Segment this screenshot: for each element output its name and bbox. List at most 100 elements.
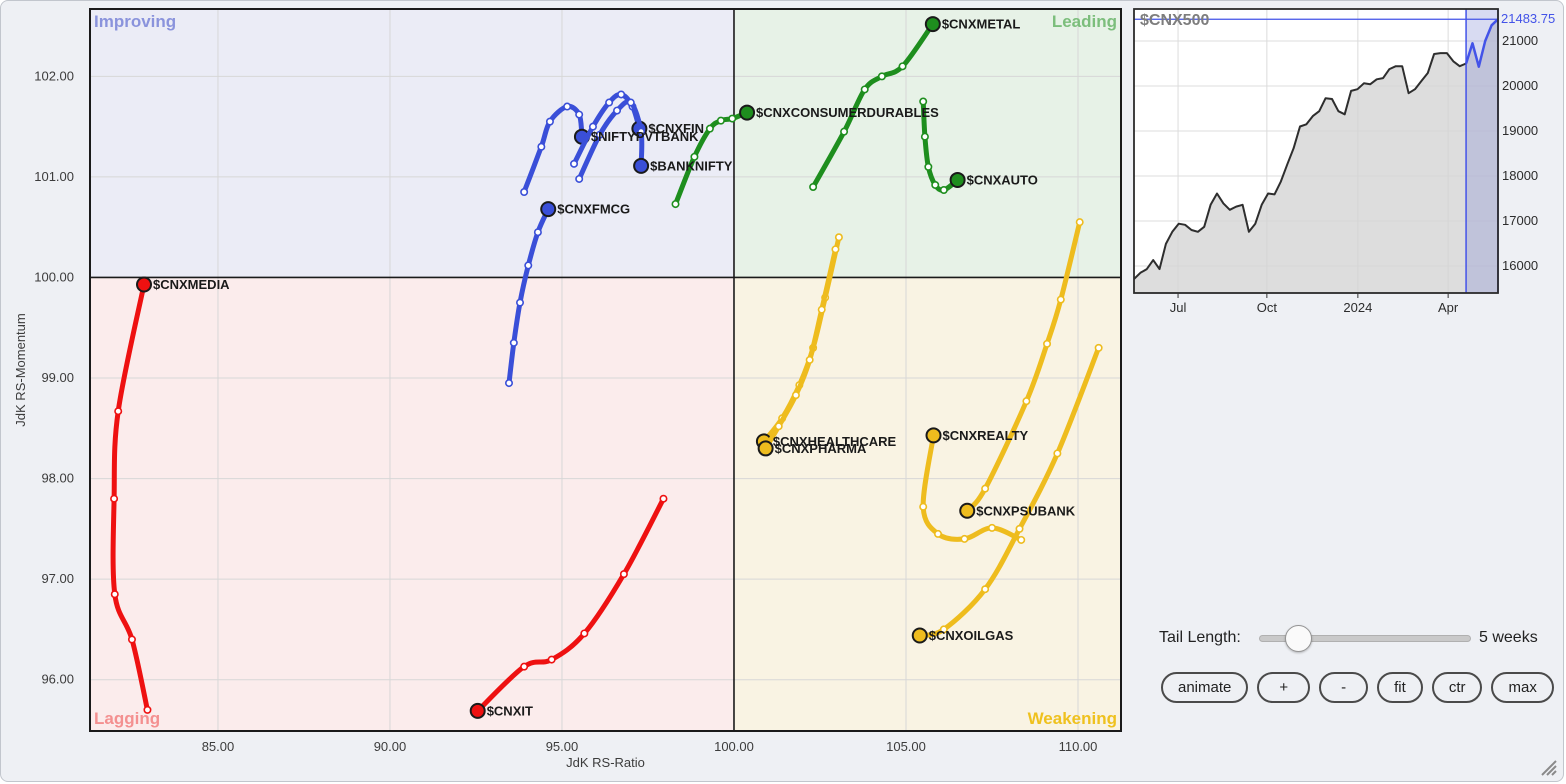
tail-point-CNXREALTY <box>987 523 996 532</box>
symbol-label-CNXAUTO: $CNXAUTO <box>967 172 1038 187</box>
symbol-label-CNXPHARMA: $CNXPHARMA <box>775 441 867 456</box>
zoom-out-button[interactable]: - <box>1319 672 1369 703</box>
symbol-label-CNXMEDIA: $CNXMEDIA <box>153 277 230 292</box>
symbol-label-CNXHEALTHCARE: $CNXHEALTHCARE <box>773 434 897 449</box>
tail-point-CNXREALTY <box>933 529 942 538</box>
mini-recent-line <box>1464 18 1499 68</box>
mini-y-tick-label: 17000 <box>1502 213 1538 228</box>
tail-point-CNXFIN <box>570 159 579 168</box>
mini-y-tick-label: 16000 <box>1502 258 1538 273</box>
tail-point-CNXCONSUMERDURABLES <box>716 116 725 125</box>
tail-point-CNXCONSUMERDURABLES <box>671 200 680 209</box>
tail-point-CNXREALTY <box>1017 535 1026 544</box>
x-tick-label: 95.00 <box>546 739 579 754</box>
head-BANKNIFTY[interactable] <box>633 157 650 174</box>
tail-length-slider[interactable] <box>1259 623 1471 653</box>
tail-point-CNXOILGAS <box>1094 343 1103 352</box>
tail-point-CNXFIN <box>617 90 626 99</box>
quadrant-label-leading: Leading <box>1052 12 1117 31</box>
head-CNXAUTO[interactable] <box>949 171 966 188</box>
tail-point-CNXPHARMA <box>805 355 814 364</box>
tail-point-CNXAUTO <box>924 162 933 171</box>
tail-point-CNXFIN <box>605 98 614 107</box>
rrg-chart: Improving Leading Lagging Weakening 85.00 90.… <box>13 8 1122 770</box>
tail-point-CNXPHARMA <box>817 305 826 314</box>
tail-point-CNXOILGAS <box>939 625 948 634</box>
tail-point-CNXMETAL <box>840 127 849 136</box>
symbol-label-CNXOILGAS: $CNXOILGAS <box>929 628 1014 643</box>
head-CNXCONSUMERDURABLES[interactable] <box>739 104 756 121</box>
x-axis-title: JdK RS-Ratio <box>566 755 645 770</box>
tail-point-CNXMEDIA <box>114 407 123 416</box>
y-tick-label: 99.00 <box>41 370 74 385</box>
tail-point-CNXPSUBANK <box>1022 397 1031 406</box>
tail-point-CNXFMCG <box>516 298 525 307</box>
quadrant-label-weakening: Weakening <box>1028 709 1117 728</box>
head-CNXFMCG[interactable] <box>540 201 557 218</box>
resize-handle[interactable] <box>1537 756 1557 776</box>
benchmark-chart: 21483.75 $CNX500 21000 20000 19000 18000 17000… <box>1133 8 1555 315</box>
tail-point-CNXMEDIA <box>110 494 119 503</box>
tail-point-CNXPSUBANK <box>1056 295 1065 304</box>
mini-last-price-label: 21483.75 <box>1501 11 1555 26</box>
tail-point-CNXMETAL <box>898 62 907 71</box>
tail-point-CNXAUTO <box>939 186 948 195</box>
tail-point-CNXIT <box>619 570 628 579</box>
tail-point-CNXFIN <box>588 122 597 131</box>
mini-y-tick-label: 18000 <box>1502 168 1538 183</box>
symbol-label-CNXIT: $CNXIT <box>487 703 533 718</box>
x-tick-label: 110.00 <box>1059 739 1098 754</box>
max-button[interactable]: max <box>1491 672 1554 703</box>
y-axis-title: JdK RS-Momentum <box>13 313 28 426</box>
head-CNXMETAL[interactable] <box>924 16 941 33</box>
tail-point-CNXFMCG <box>509 338 518 347</box>
head-CNXPHARMA[interactable] <box>757 440 774 457</box>
tail-point-CNXMEDIA <box>127 635 136 644</box>
tail-point-CNXREALTY <box>960 534 969 543</box>
tail-point-CNXCONSUMERDURABLES <box>705 124 714 133</box>
tail-point-CNXAUTO <box>931 180 940 189</box>
mini-price-line <box>1133 52 1467 280</box>
tail-point-CNXIT <box>659 494 668 503</box>
symbol-label-NIFTYPVTBANK: $NIFTYPVTBANK <box>591 129 699 144</box>
tail-CNXIT[interactable] <box>475 496 666 714</box>
quadrant-label-lagging: Lagging <box>94 709 160 728</box>
tail-point-CNXOILGAS <box>1053 449 1062 458</box>
tail-point-CNXAUTO <box>920 132 929 141</box>
mini-x-tick-label: 2024 <box>1343 300 1372 315</box>
fit-button[interactable]: fit <box>1377 672 1423 703</box>
head-CNXPSUBANK[interactable] <box>959 502 976 519</box>
tail-point-CNXMETAL <box>877 72 886 81</box>
y-tick-label: 100.00 <box>34 269 74 284</box>
tail-point-NIFTYPVTBANK <box>575 110 584 119</box>
tail-point-CNXIT <box>547 655 556 664</box>
slider-track[interactable] <box>1259 635 1471 642</box>
quadrant-label-improving: Improving <box>94 12 176 31</box>
quadrant-weakening <box>733 277 1121 731</box>
symbol-label-BANKNIFTY: $BANKNIFTY <box>650 158 733 173</box>
tail-point-NIFTYPVTBANK <box>520 188 529 197</box>
head-CNXOILGAS[interactable] <box>911 627 928 644</box>
mini-y-tick-label: 19000 <box>1502 123 1538 138</box>
slider-thumb[interactable] <box>1285 625 1312 652</box>
symbol-label-CNXMETAL: $CNXMETAL <box>942 17 1021 32</box>
head-CNXREALTY[interactable] <box>925 427 942 444</box>
y-tick-label: 97.00 <box>41 571 74 586</box>
head-CNXIT[interactable] <box>469 702 486 719</box>
y-tick-label: 96.00 <box>41 672 74 687</box>
mini-symbol-title: $CNX500 <box>1140 12 1209 29</box>
quadrant-lagging <box>90 277 734 731</box>
tail-point-CNXFMCG <box>524 261 533 270</box>
zoom-in-button[interactable]: + <box>1257 672 1311 703</box>
tail-point-CNXAUTO <box>919 97 928 106</box>
tail-point-CNXMEDIA <box>110 590 119 599</box>
mini-x-tick-label: Oct <box>1257 300 1278 315</box>
animate-button[interactable]: animate <box>1161 672 1249 703</box>
tail-point-CNXFMCG <box>533 228 542 237</box>
tail-point-BANKNIFTY <box>637 127 646 136</box>
tail-point-CNXOILGAS <box>981 585 990 594</box>
ctr-button[interactable]: ctr <box>1431 672 1483 703</box>
head-CNXMEDIA[interactable] <box>136 276 153 293</box>
symbol-label-CNXFIN: $CNXFIN <box>648 121 704 136</box>
tail-point-BANKNIFTY <box>613 106 622 115</box>
